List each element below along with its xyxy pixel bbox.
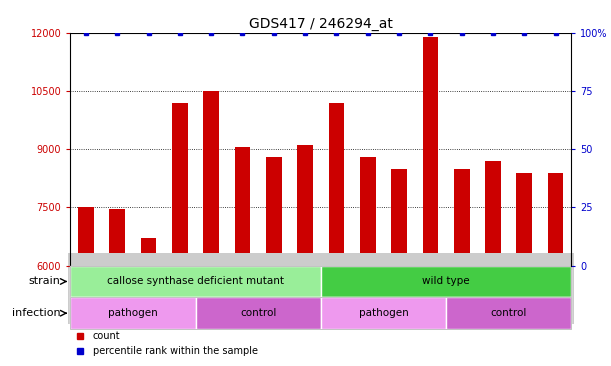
Text: infection: infection [12,308,60,318]
Bar [485,161,501,266]
Text: control: control [240,308,276,318]
Text: wild type: wild type [422,276,470,287]
Text: pathogen: pathogen [108,308,158,318]
Text: pathogen: pathogen [359,308,408,318]
Text: strain: strain [28,276,60,287]
Bar [172,103,188,266]
Text: callose synthase deficient mutant: callose synthase deficient mutant [107,276,284,287]
Title: GDS417 / 246294_at: GDS417 / 246294_at [249,16,393,30]
Text: percentile rank within the sample: percentile rank within the sample [93,346,258,356]
Bar [391,169,407,266]
Text: count: count [93,332,120,341]
Bar [516,172,532,266]
Bar [548,172,563,266]
Text: control: control [491,308,527,318]
Bar [298,145,313,266]
Bar [321,266,571,297]
Bar [266,157,282,266]
Bar [329,103,344,266]
Bar [70,297,196,329]
Bar [109,209,125,266]
Bar [203,91,219,266]
Bar [70,266,321,297]
Bar [235,147,251,266]
Bar [360,157,376,266]
Bar [141,239,156,266]
Bar [78,208,93,266]
Bar [454,169,469,266]
Bar [423,37,438,266]
Bar [196,297,321,329]
Bar [321,297,446,329]
Bar [446,297,571,329]
